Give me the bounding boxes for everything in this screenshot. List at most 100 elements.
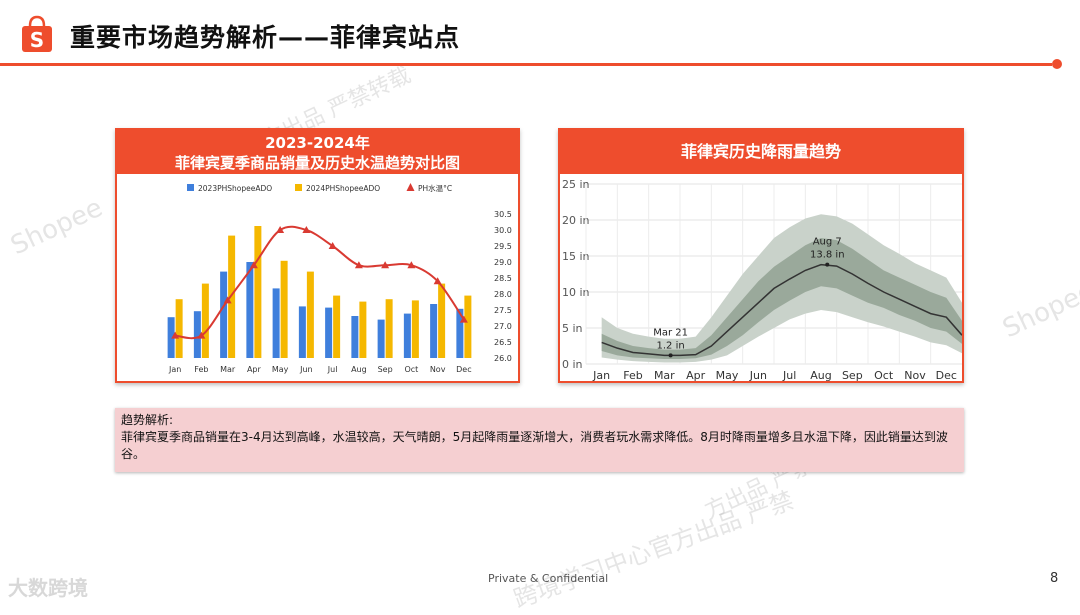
legend-label: 2023PHShopeeADO	[198, 184, 272, 193]
y-right-tick-label: 27.0	[494, 322, 512, 331]
x-tick-label: Feb	[623, 369, 642, 381]
temp-point	[381, 261, 390, 269]
bar-2023	[220, 271, 228, 358]
shopee-bag-icon: S	[22, 15, 52, 52]
legend-label: PH水温°C	[418, 183, 452, 193]
y-tick-label: 10 in	[562, 286, 590, 299]
header-divider	[0, 63, 1052, 66]
x-tick-label: May	[272, 365, 289, 374]
page-title: 重要市场趋势解析——菲律宾站点	[70, 23, 461, 52]
x-tick-label: Aug	[351, 365, 367, 374]
bar-2023	[272, 288, 280, 358]
watermark: 跨境学习中心官方出品 严禁	[509, 486, 798, 614]
x-tick-label: May	[716, 369, 739, 381]
temp-point	[354, 261, 363, 269]
chart-title: 菲律宾历史降雨量趋势	[560, 130, 962, 174]
legend-swatch	[295, 184, 302, 191]
temp-point	[223, 296, 232, 304]
chart-title-line2: 菲律宾夏季商品销量及历史水温趋势对比图	[174, 154, 460, 172]
y-right-tick-label: 28.5	[494, 274, 512, 283]
y-tick-label: 15 in	[562, 250, 590, 263]
x-tick-label: Aug	[810, 369, 831, 381]
y-right-tick-label: 26.0	[494, 354, 512, 363]
temp-point	[407, 261, 416, 269]
header-divider-dot	[1052, 59, 1062, 69]
bar-2024	[254, 226, 262, 358]
analysis-heading: 趋势解析:	[121, 413, 174, 427]
chart-title: 2023-2024年 菲律宾夏季商品销量及历史水温趋势对比图	[117, 130, 518, 174]
bar-2023	[246, 262, 254, 358]
x-tick-label: Nov	[430, 365, 446, 374]
bar-2024	[228, 235, 236, 358]
bar-2024	[464, 295, 472, 358]
x-tick-label: Mar	[654, 369, 675, 381]
x-tick-label: Apr	[686, 369, 706, 381]
y-right-tick-label: 26.5	[494, 338, 512, 347]
annotation-label: Aug 7	[813, 237, 842, 248]
bar-2024	[411, 300, 419, 358]
x-tick-label: Mar	[220, 365, 236, 374]
annotation-point	[825, 262, 830, 267]
annotation-value: 13.8 in	[810, 250, 845, 261]
trend-analysis-box: 趋势解析: 菲律宾夏季商品销量在3-4月达到高峰，水温较高，天气晴朗，5月起降雨…	[115, 408, 964, 472]
x-tick-label: Jun	[749, 369, 767, 381]
temp-point	[249, 261, 258, 269]
x-tick-label: Apr	[247, 365, 262, 374]
temp-point	[197, 331, 206, 339]
bar-2023	[403, 313, 411, 358]
bar-2023	[298, 306, 306, 358]
x-tick-label: Jun	[299, 365, 313, 374]
x-tick-label: Jan	[168, 365, 181, 374]
y-tick-label: 20 in	[562, 214, 590, 227]
bar-2024	[175, 299, 183, 358]
bar-2023	[456, 308, 464, 358]
svg-text:S: S	[30, 28, 44, 52]
bar-2024	[306, 271, 314, 358]
temp-line	[175, 225, 465, 340]
y-tick-label: 0 in	[562, 358, 583, 371]
confidential-label: Private & Confidential	[488, 572, 609, 585]
bar-2023	[351, 316, 359, 358]
annotation-label: Mar 21	[653, 327, 688, 338]
bar-2024	[359, 301, 367, 358]
temp-point	[302, 226, 311, 233]
annotation-value: 1.2 in	[656, 340, 684, 351]
watermark: Shopee	[998, 275, 1080, 345]
rainfall-chart: 0 in 5 in 10 in 15 in 20 in 25 in Mar 21 1.2 in…	[562, 178, 962, 381]
y-right-tick-label: 28.0	[494, 290, 512, 299]
y-right-tick-label: 29.0	[494, 258, 512, 267]
temp-point	[328, 242, 337, 249]
x-tick-label: Jul	[782, 369, 796, 381]
legend-label: 2024PHShopeeADO	[306, 184, 380, 193]
bar-2023	[325, 307, 333, 358]
x-tick-label: Feb	[194, 365, 208, 374]
annotation-point	[668, 353, 673, 358]
legend-swatch	[406, 183, 415, 191]
x-tick-label: Oct	[404, 365, 418, 374]
bar-2023	[193, 311, 201, 358]
legend-swatch	[187, 184, 194, 191]
y-right-tick-label: 30.0	[494, 226, 512, 235]
sales-temp-chart: 2023PHShopeeADO 2024PHShopeeADO PH水温°C Jan F…	[167, 183, 512, 374]
watermark: Shopee	[6, 192, 108, 262]
x-tick-label: Jan	[592, 369, 610, 381]
bar-2023	[167, 317, 175, 358]
bar-2023	[430, 304, 438, 358]
x-tick-label: Jul	[327, 365, 338, 374]
temp-point	[433, 277, 442, 285]
analysis-text: 菲律宾夏季商品销量在3-4月达到高峰，水温较高，天气晴朗，5月起降雨量逐渐增大，…	[121, 430, 948, 461]
y-right-tick-label: 29.5	[494, 242, 512, 251]
y-tick-label: 5 in	[562, 322, 583, 335]
bar-2024	[385, 299, 393, 358]
temp-point	[459, 315, 468, 323]
y-tick-label: 25 in	[562, 178, 590, 191]
sales-water-temp-chart-card: 2023-2024年 菲律宾夏季商品销量及历史水温趋势对比图 2023PHSho…	[115, 128, 520, 383]
chart-title-line1: 2023-2024年	[265, 134, 370, 152]
y-right-tick-label: 27.5	[494, 306, 512, 315]
bar-2024	[201, 283, 209, 358]
y-right-tick-label: 30.5	[494, 210, 512, 219]
x-tick-label: Dec	[456, 365, 471, 374]
page-number: 8	[1050, 571, 1059, 586]
x-tick-label: Sep	[842, 369, 863, 381]
rain-median-line	[601, 263, 962, 357]
